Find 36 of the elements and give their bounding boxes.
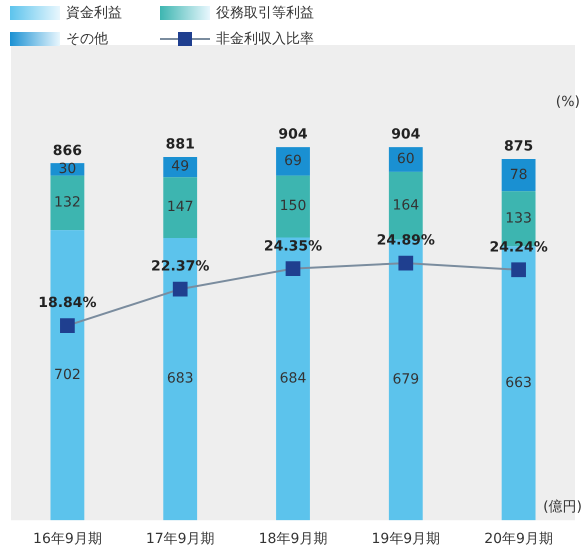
legend-label: その他: [66, 30, 108, 48]
data-label: 60: [396, 151, 415, 168]
data-label: 78: [510, 166, 528, 183]
data-label: 679: [392, 372, 420, 388]
y2-axis-title: (%): [556, 94, 580, 110]
bar: [276, 147, 310, 176]
x-tick-label: 19年9月期: [371, 531, 440, 548]
legend-label: 役務取引等利益: [216, 4, 314, 22]
data-label: 30: [58, 161, 76, 178]
x-tick-label: 17年9月期: [146, 531, 215, 548]
total-label: 904: [278, 126, 308, 143]
legend-label: 資金利益: [66, 4, 122, 22]
data-label: 683: [166, 370, 194, 387]
data-label: 150: [280, 198, 306, 214]
legend-label: 非金利収入比率: [216, 30, 314, 48]
data-label: 684: [280, 370, 306, 387]
bar: [276, 176, 310, 238]
x-tick-label: 20年9月期: [484, 531, 553, 548]
data-label: 702: [54, 366, 81, 383]
total-label: 875: [504, 138, 534, 155]
total-label: 866: [52, 142, 82, 159]
y-axis-title: (億円): [543, 498, 582, 516]
bar: [502, 159, 536, 192]
data-label: 147: [166, 199, 194, 216]
data-label: 132: [54, 194, 81, 210]
x-tick-label: 16年9月期: [33, 531, 102, 548]
data-label: 164: [392, 197, 420, 214]
bar: [50, 176, 84, 230]
total-label: 881: [166, 136, 195, 153]
data-label: 133: [505, 210, 532, 226]
data-label: 49: [171, 158, 190, 175]
data-label: 663: [505, 374, 532, 391]
x-tick-label: 18年9月期: [258, 531, 328, 548]
data-label: 69: [284, 152, 302, 169]
total-label: 904: [391, 126, 421, 143]
bar: [163, 177, 198, 238]
